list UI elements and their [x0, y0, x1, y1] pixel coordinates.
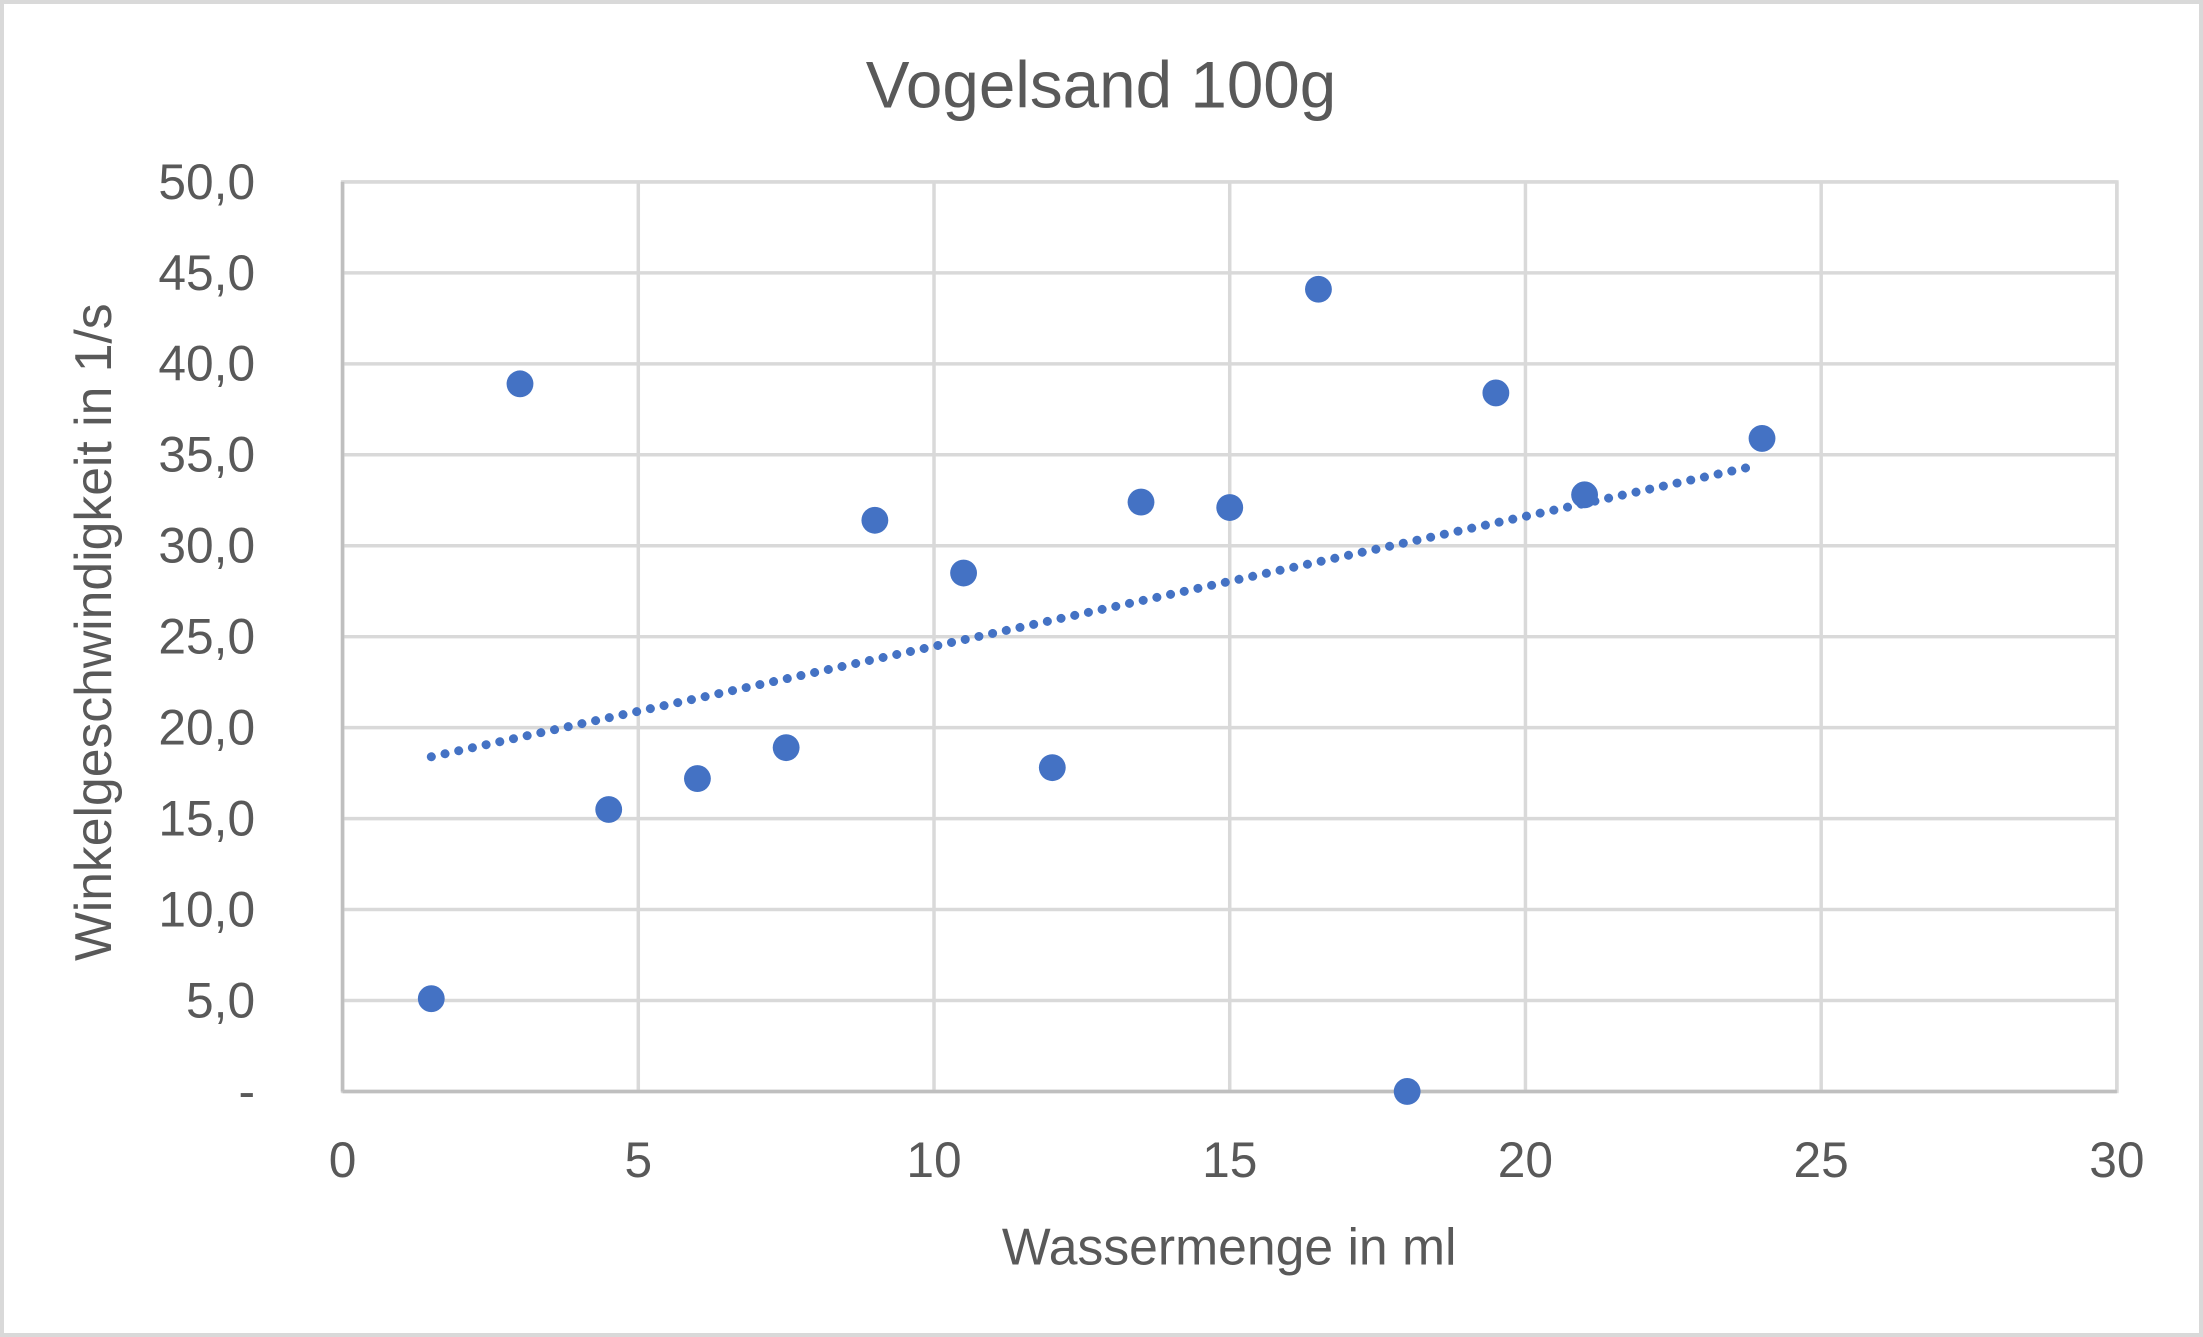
axes: [340, 180, 2119, 1094]
x-tick-label: 15: [1202, 1132, 1257, 1188]
x-tick-label: 5: [624, 1132, 652, 1188]
x-tick-label: 0: [329, 1132, 357, 1188]
x-tick-label: 10: [906, 1132, 961, 1188]
data-point: [417, 985, 445, 1013]
x-tick-label: 20: [1498, 1132, 1553, 1188]
data-point: [1571, 481, 1599, 509]
y-tick-label: 10,0: [158, 881, 255, 937]
y-tick-label: 35,0: [158, 427, 255, 483]
scatter-chart: 0 5 10 15 20 25 30 - 5,0 10,0 15,0 20,0 25,0 30,0 35,0…: [64, 48, 2145, 1275]
data-point: [950, 559, 977, 587]
data-point: [1305, 275, 1332, 303]
data-point: [1748, 424, 1776, 452]
data-point: [1038, 754, 1066, 782]
gridlines: [340, 180, 2119, 1094]
x-axis-title: Wassermenge in ml: [1002, 1217, 1457, 1275]
data-point: [861, 506, 889, 534]
y-axis-title: Winkelgeschwindigkeit in 1/s: [64, 303, 122, 961]
data-point: [1393, 1078, 1421, 1105]
data-point: [684, 765, 711, 792]
data-point: [1127, 488, 1155, 516]
y-tick-label: 5,0: [186, 972, 255, 1028]
y-tick-label: 45,0: [158, 245, 255, 301]
y-tick-label: -: [239, 1063, 256, 1119]
x-tick-label: 30: [2089, 1132, 2144, 1188]
x-tick-label: 25: [1794, 1132, 1849, 1188]
y-tick-label: 30,0: [158, 518, 255, 574]
y-tick-label: 20,0: [158, 700, 255, 756]
data-point: [772, 734, 800, 762]
y-tick-label: 15,0: [158, 790, 255, 846]
data-point: [595, 796, 623, 823]
data-point: [506, 370, 534, 398]
data-point: [1216, 494, 1244, 521]
y-tick-label: 50,0: [158, 154, 255, 210]
trendline-layer: [426, 461, 1761, 762]
dotted-trendline: [426, 461, 1761, 762]
y-tick-label: 25,0: [158, 609, 255, 665]
data-point: [1482, 379, 1510, 407]
tick-labels: 0 5 10 15 20 25 30 - 5,0 10,0 15,0 20,0 25,0 30,0 35,0…: [158, 154, 2144, 1188]
y-tick-label: 40,0: [158, 336, 255, 392]
scatter-points: [417, 275, 1776, 1105]
chart-title: Vogelsand 100g: [866, 48, 1337, 121]
